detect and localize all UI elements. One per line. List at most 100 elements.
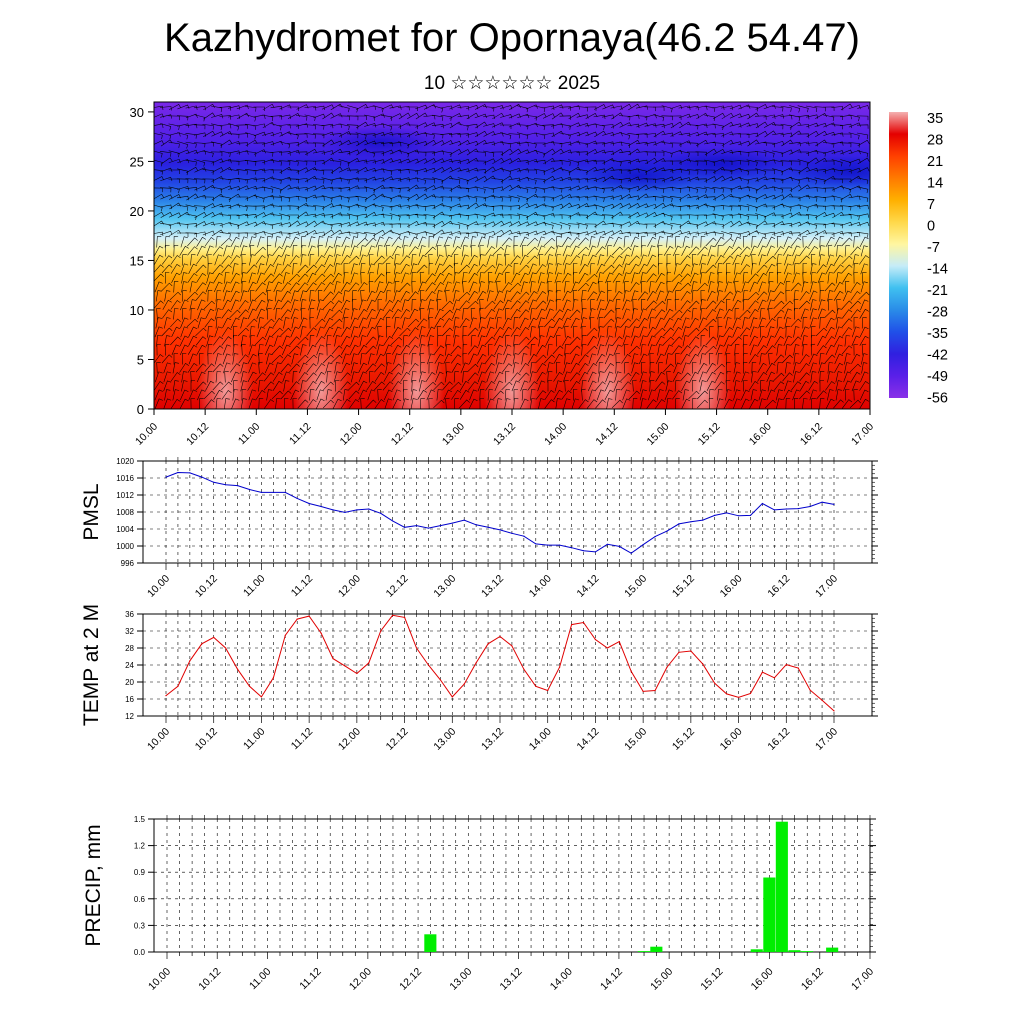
colorbar-label-4: 7 bbox=[927, 197, 935, 213]
panel-2-point-0 bbox=[165, 695, 167, 697]
panel-2-xtick-label-10.12: 10.12 bbox=[193, 726, 220, 753]
panel-1-xtick-label-12.00: 12.00 bbox=[336, 573, 363, 600]
panel-2-point-56 bbox=[833, 710, 835, 712]
panel-2-point-15 bbox=[344, 665, 346, 667]
panel-2-xtick-label-14.12: 14.12 bbox=[574, 726, 601, 753]
panel-1-point-39 bbox=[630, 552, 632, 554]
colorbar-label-11: -42 bbox=[927, 348, 948, 364]
panel-1-point-4 bbox=[213, 481, 215, 483]
panel-1-point-53 bbox=[797, 508, 799, 510]
panel-1-point-51 bbox=[773, 509, 776, 511]
y-tick-label-20: 20 bbox=[130, 204, 144, 219]
panel-3-xtick-label-10.12: 10.12 bbox=[196, 966, 223, 993]
panel-2-point-51 bbox=[773, 677, 776, 679]
y-tick-label-0: 0 bbox=[137, 402, 144, 417]
panel-1-xtick-label-16.12: 16.12 bbox=[765, 573, 792, 600]
panel-2-point-6 bbox=[237, 668, 239, 670]
panel-1-ytick-label-1016: 1016 bbox=[116, 474, 134, 483]
panel-1-point-44 bbox=[690, 521, 692, 523]
panel-1-point-34 bbox=[571, 547, 573, 549]
panel-1-xtick-label-15.00: 15.00 bbox=[622, 573, 649, 600]
panel-3-ytick-label-0.0: 0.0 bbox=[134, 948, 146, 957]
panel-2-point-21 bbox=[415, 647, 418, 649]
panel-1-point-35 bbox=[582, 550, 585, 552]
panel-2-point-18 bbox=[380, 630, 382, 632]
panel-3-bar-5 bbox=[775, 821, 788, 952]
panel-3-bar-8 bbox=[826, 947, 839, 952]
panel-2-point-13 bbox=[320, 632, 322, 634]
colorbar-label-13: -56 bbox=[927, 391, 948, 407]
panel-2-point-4 bbox=[213, 636, 215, 639]
panel-1-point-0 bbox=[165, 476, 167, 478]
panel-3-ytick-label-0.6: 0.6 bbox=[134, 895, 146, 904]
panel-1-point-13 bbox=[320, 505, 322, 508]
panel-2-point-39 bbox=[630, 670, 632, 673]
panel-3-xtick-label-16.00: 16.00 bbox=[749, 966, 776, 993]
panel-2-point-8 bbox=[260, 696, 262, 698]
panel-1-ytick-label-1008: 1008 bbox=[116, 508, 134, 517]
panel-2-point-34 bbox=[571, 624, 573, 626]
panel-1-ylabel: PMSL bbox=[80, 483, 103, 540]
panel-1-point-12 bbox=[308, 502, 310, 505]
panel-1-point-15 bbox=[344, 511, 346, 513]
panel-3-xtick-label-11.00: 11.00 bbox=[247, 966, 274, 993]
panel-1-point-41 bbox=[654, 536, 656, 538]
panel-2-point-2 bbox=[189, 660, 191, 662]
panel-1-point-26 bbox=[475, 524, 477, 526]
panel-1-point-56 bbox=[833, 503, 835, 505]
panel-2-point-37 bbox=[606, 647, 609, 649]
x-tick-label-14.12: 14.12 bbox=[593, 421, 620, 448]
panel-2-point-22 bbox=[427, 664, 429, 666]
x-tick-label-12.12: 12.12 bbox=[389, 421, 416, 448]
panel-2-point-1 bbox=[177, 685, 179, 687]
panel-2-point-49 bbox=[749, 692, 752, 695]
chart-title: Kazhydromet for Opornaya(46.2 54.47) bbox=[164, 16, 860, 60]
x-tick-label-17.00: 17.00 bbox=[849, 421, 876, 448]
panel-3-xtick-label-13.00: 13.00 bbox=[447, 966, 474, 993]
panel-3-xtick-label-15.00: 15.00 bbox=[648, 966, 675, 993]
panel-2-xtick-label-12.12: 12.12 bbox=[384, 726, 411, 753]
colorbar-label-10: -35 bbox=[927, 326, 948, 342]
panel-3 bbox=[148, 815, 876, 959]
panel-3-ylabel: PRECIP, mm bbox=[82, 824, 105, 946]
x-tick-label-16.00: 16.00 bbox=[747, 421, 774, 448]
panel-2-point-27 bbox=[487, 643, 489, 645]
panel-2 bbox=[137, 610, 878, 723]
panel-1-point-1 bbox=[177, 471, 179, 474]
panel-3-ytick-label-1.5: 1.5 bbox=[134, 815, 146, 824]
cold-core-2 bbox=[790, 156, 870, 188]
colorbar-label-3: 14 bbox=[927, 176, 943, 192]
panel-3-ytick-label-0.3: 0.3 bbox=[134, 921, 146, 930]
wind-barbs bbox=[154, 103, 870, 409]
panel-1-point-46 bbox=[714, 514, 716, 517]
panel-2-point-45 bbox=[702, 663, 704, 665]
panel-1-point-8 bbox=[260, 491, 262, 493]
colorbar-label-5: 0 bbox=[927, 219, 935, 235]
colorbar-label-7: -14 bbox=[927, 262, 948, 278]
panel-1-point-29 bbox=[511, 532, 513, 534]
x-tick-label-14.00: 14.00 bbox=[542, 421, 569, 448]
panel-1-xtick-label-12.12: 12.12 bbox=[384, 573, 411, 600]
panel-3-xtick-label-10.00: 10.00 bbox=[146, 966, 173, 993]
panel-1-point-32 bbox=[547, 544, 549, 546]
panel-3-bar-4 bbox=[763, 877, 776, 952]
panel-2-point-50 bbox=[761, 671, 764, 673]
panel-3-frame bbox=[153, 818, 871, 953]
panel-2-point-28 bbox=[499, 635, 501, 638]
panel-1-point-43 bbox=[678, 523, 680, 525]
panel-2-point-26 bbox=[475, 662, 477, 664]
panel-1-grid bbox=[143, 460, 872, 564]
panel-2-point-41 bbox=[654, 689, 656, 692]
panel-3-xtick-label-12.12: 12.12 bbox=[397, 966, 424, 993]
panel-2-point-42 bbox=[666, 666, 668, 668]
panel-2-point-54 bbox=[809, 689, 811, 691]
panel-2-point-43 bbox=[678, 651, 680, 653]
y-tick-label-30: 30 bbox=[130, 105, 144, 120]
x-tick-label-15.12: 15.12 bbox=[696, 421, 723, 448]
panel-2-point-9 bbox=[272, 677, 274, 679]
panel-2-ylabel: TEMP at 2 M bbox=[80, 604, 103, 726]
panel-1-point-7 bbox=[248, 488, 251, 491]
panel-2-point-35 bbox=[582, 621, 585, 624]
panel-3-bar-2 bbox=[650, 946, 663, 952]
